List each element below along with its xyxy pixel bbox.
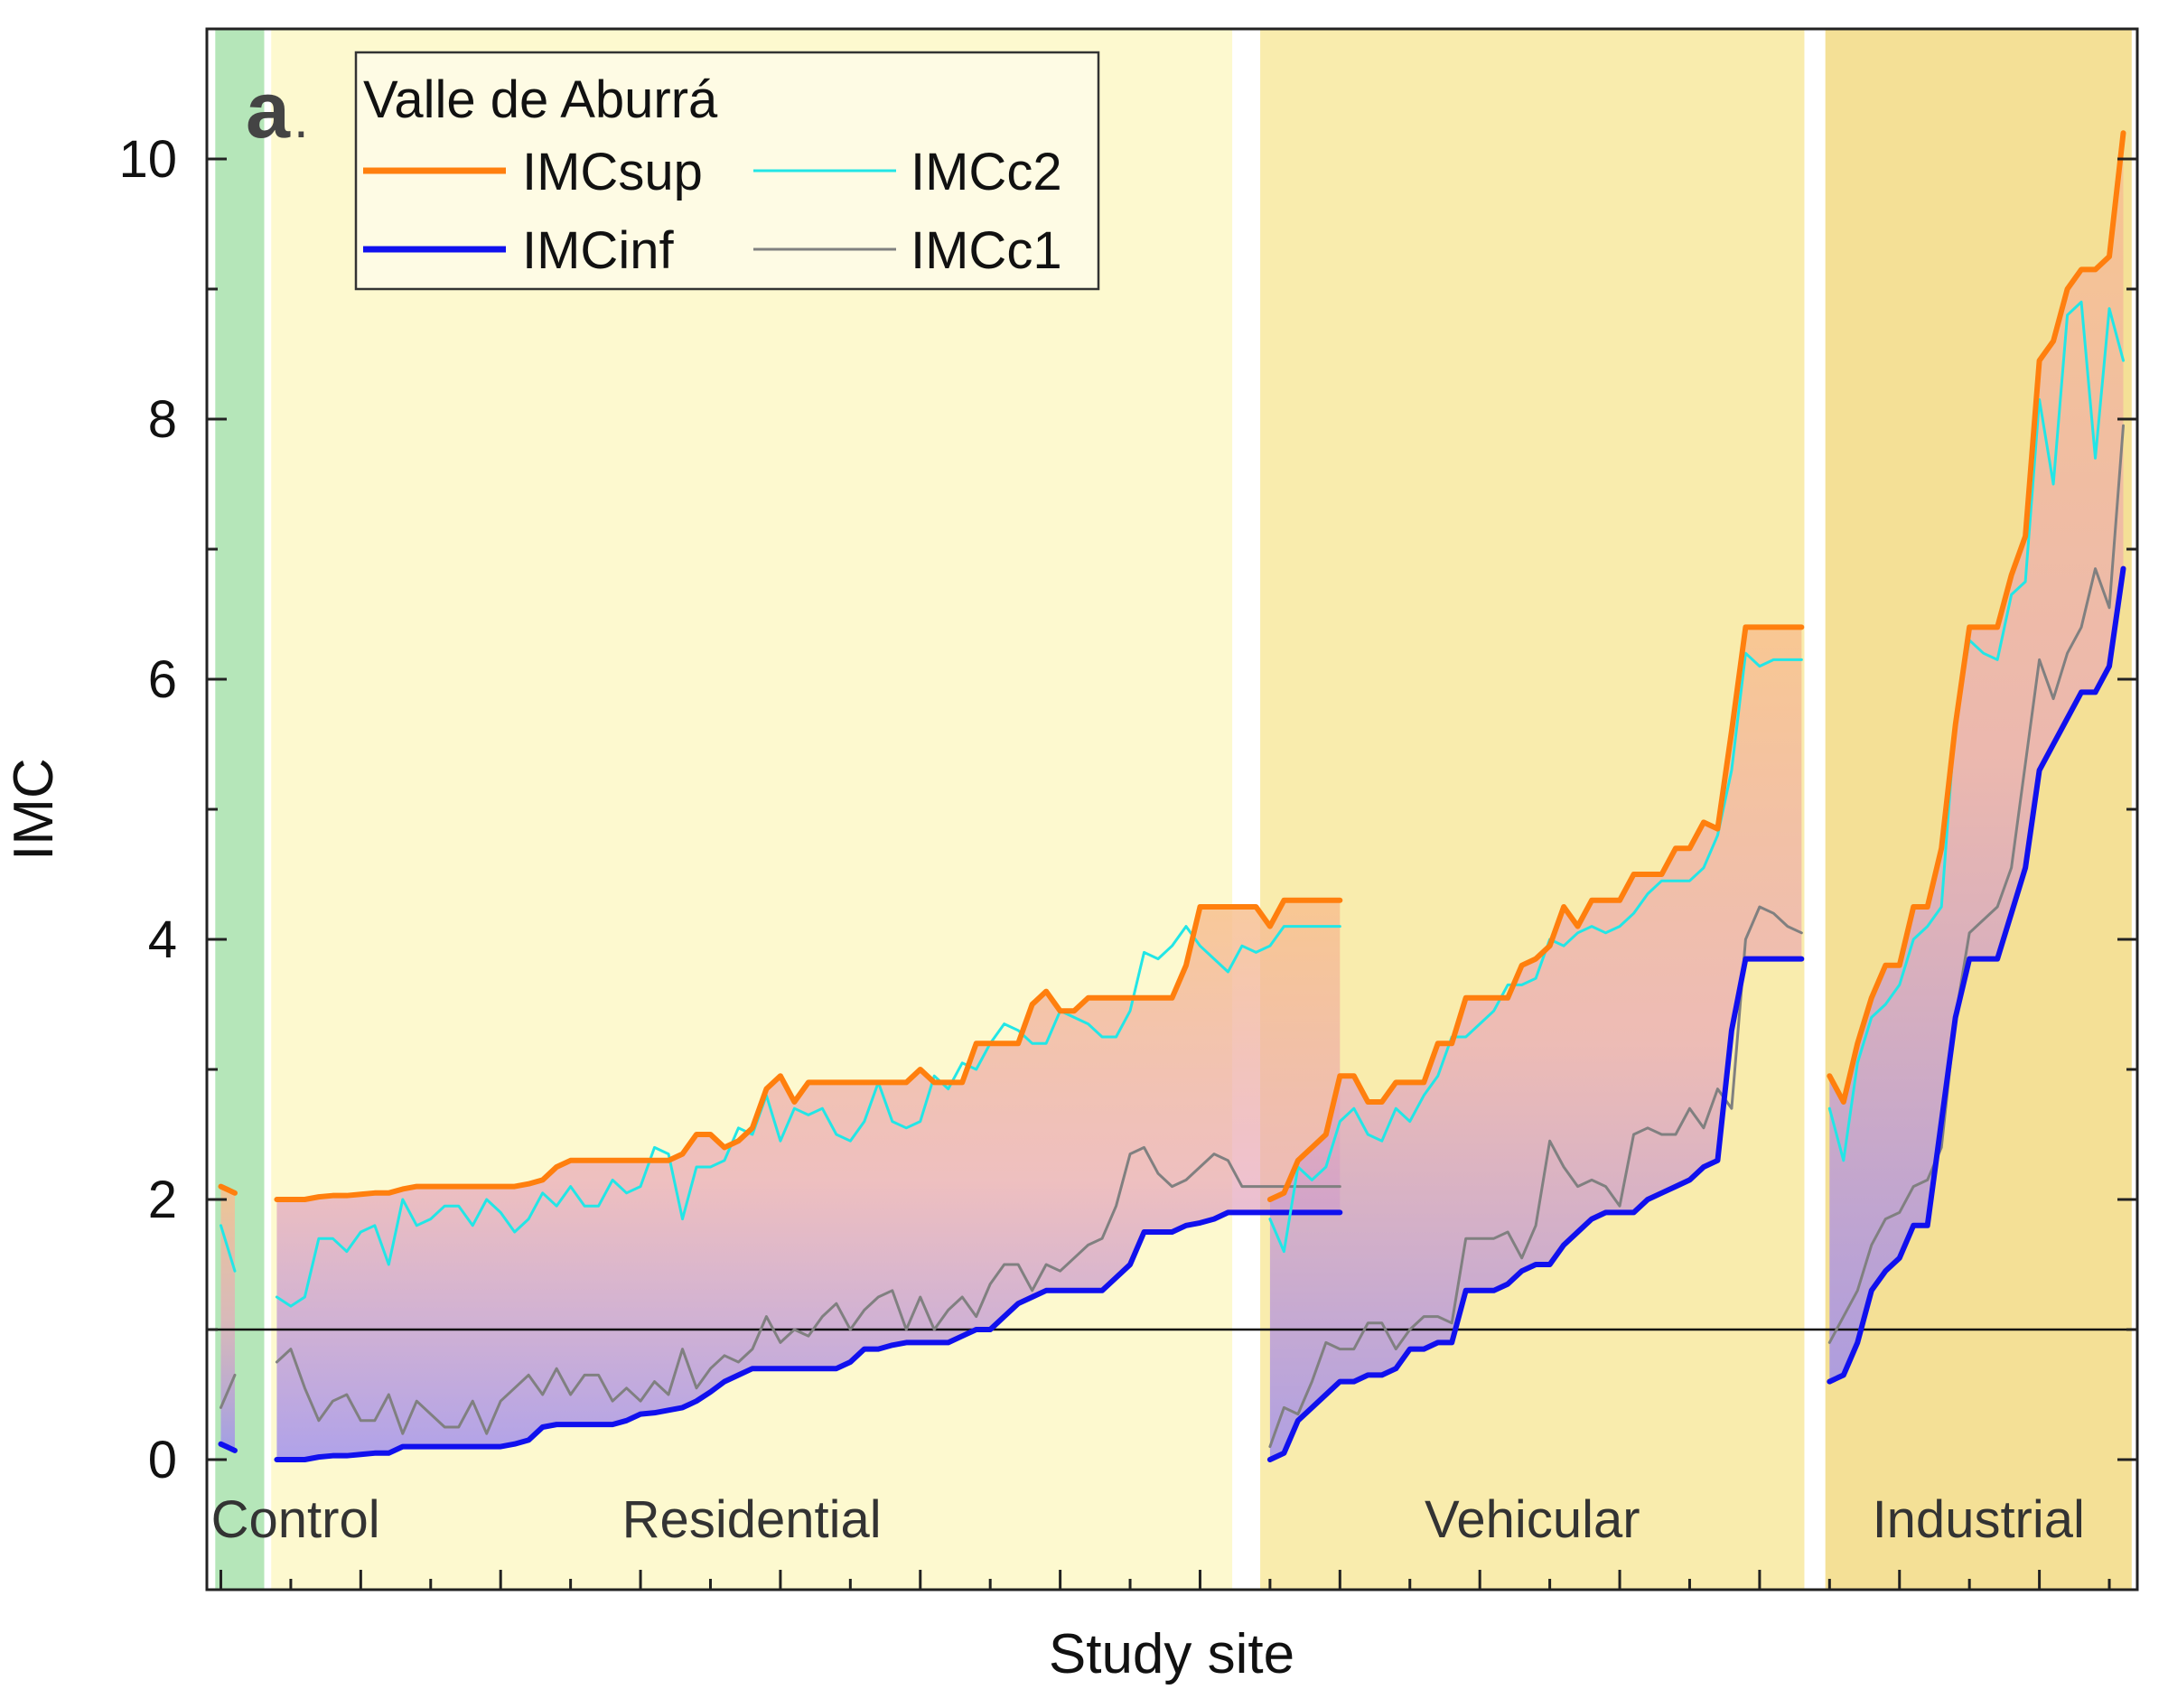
- y-tick-label: 8: [148, 390, 177, 449]
- range-fill-vehicular: [1269, 627, 1802, 1460]
- series-imcinf-control: [218, 1441, 238, 1453]
- band-label-residential: Residential: [622, 1490, 882, 1549]
- x-axis-title: Study site: [1049, 1623, 1294, 1685]
- series-imcc2-control: [219, 1224, 237, 1273]
- series-imcc2-vehicular: [1268, 651, 1803, 1254]
- x-axis: [219, 1570, 2111, 1590]
- y-axis-title: IMC: [3, 758, 65, 861]
- panel-letter-text: a: [246, 65, 291, 154]
- series-imcsup-industrial: [1827, 130, 2126, 1105]
- y-tick-label: 10: [118, 130, 177, 189]
- band-label-vehicular: Vehicular: [1425, 1490, 1640, 1549]
- y-tick-label: 6: [148, 650, 177, 709]
- series-imcsup-residential: [274, 897, 1343, 1202]
- legend-label-imcsup: IMCsup: [522, 143, 703, 201]
- band-label-industrial: Industrial: [1873, 1490, 2085, 1549]
- series-imcc1-residential: [275, 1145, 1341, 1435]
- band-label-control: Control: [211, 1490, 380, 1549]
- series-imcinf-industrial: [1827, 565, 2126, 1385]
- legend: Valle de Aburrá IMCsup IMCc2 IMCinf IMCc…: [354, 51, 1100, 291]
- panel-letter: a.: [246, 65, 309, 154]
- y-tick-label: 0: [148, 1431, 177, 1489]
- series-imcc1-industrial: [1827, 424, 2126, 1344]
- y-tick-label: 4: [148, 910, 177, 969]
- series-imcc1-control: [219, 1373, 237, 1409]
- series-imcc1-vehicular: [1268, 905, 1803, 1449]
- series-imcinf-residential: [274, 1209, 1343, 1462]
- series-imcsup-control: [218, 1183, 238, 1196]
- range-fill-residential: [276, 900, 1341, 1460]
- range-fills: [220, 133, 2124, 1460]
- series-imcc2-residential: [275, 925, 1341, 1308]
- series-lines: [218, 130, 2126, 1462]
- series-imcinf-vehicular: [1266, 956, 1805, 1462]
- band-labels: Control Residential Vehicular Industrial: [211, 1490, 2085, 1549]
- legend-label-imcc1: IMCc1: [911, 221, 1062, 280]
- y-tick-label: 2: [148, 1171, 177, 1229]
- range-fill-industrial: [1829, 133, 2124, 1382]
- range-fill-control: [220, 1186, 235, 1451]
- legend-label-imcc2: IMCc2: [911, 143, 1062, 201]
- series-imcc2-industrial: [1827, 300, 2126, 1162]
- panel-letter-dot: .: [294, 89, 309, 149]
- y-axis: 0 2 4 6 8 10: [118, 27, 2137, 1591]
- series-imcsup-vehicular: [1266, 624, 1805, 1202]
- legend-label-imcinf: IMCinf: [522, 221, 674, 280]
- legend-title: Valle de Aburrá: [363, 70, 718, 129]
